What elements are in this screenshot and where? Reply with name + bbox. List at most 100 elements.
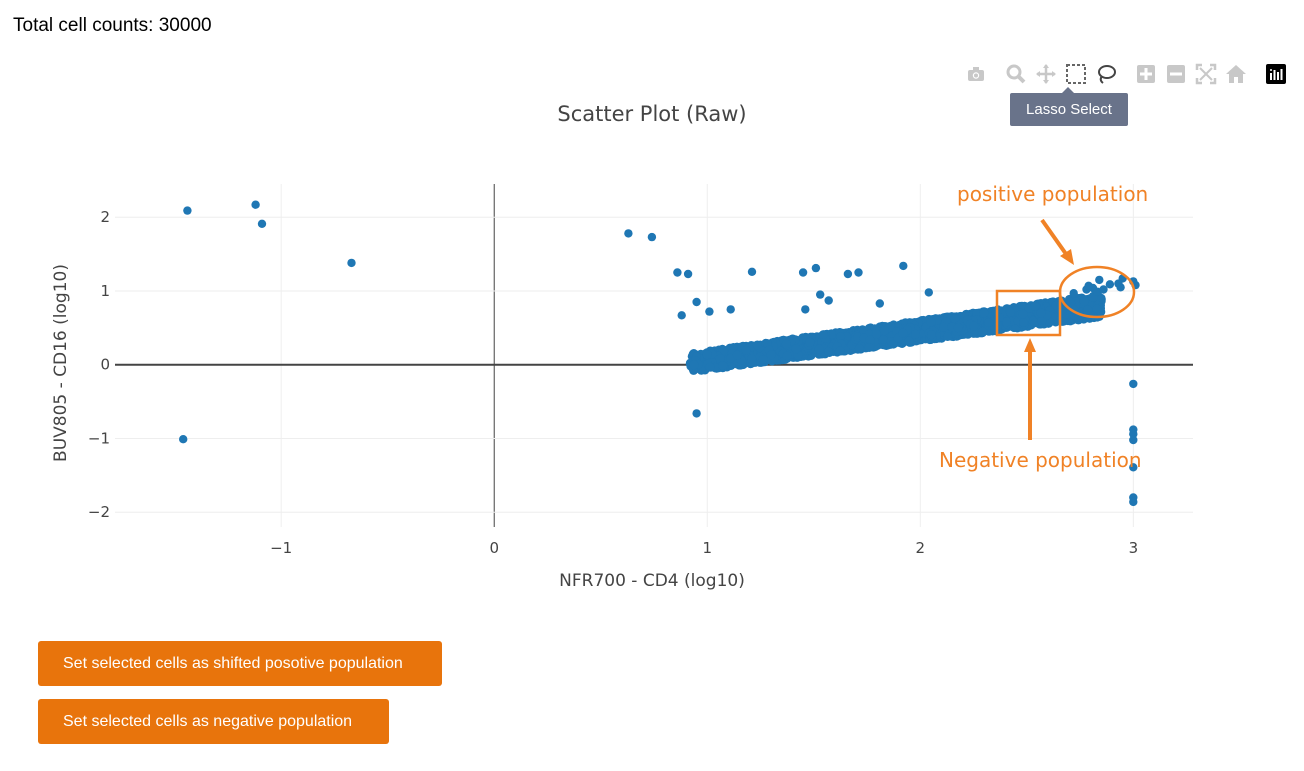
data-point	[766, 350, 776, 360]
data-point	[1105, 280, 1115, 289]
data-point	[801, 305, 810, 314]
data-point	[781, 339, 791, 349]
data-point	[683, 269, 693, 279]
data-point	[1099, 285, 1108, 294]
data-point	[984, 318, 994, 327]
box-select-icon[interactable]	[1064, 62, 1088, 86]
data-point	[782, 351, 792, 361]
zoom-out-icon[interactable]	[1164, 62, 1188, 86]
data-point	[692, 409, 701, 418]
data-point	[726, 353, 735, 363]
data-point	[811, 263, 821, 273]
data-point	[939, 322, 949, 332]
data-point	[827, 329, 837, 339]
data-point	[875, 299, 884, 308]
data-point	[791, 344, 801, 354]
data-point	[1030, 301, 1040, 311]
data-point	[673, 268, 682, 277]
data-point	[1095, 275, 1104, 285]
data-point	[1129, 379, 1138, 389]
data-point	[1018, 309, 1028, 319]
x-axis-label: NFR700 - CD4 (log10)	[559, 571, 745, 591]
data-point	[978, 327, 988, 337]
data-point	[647, 232, 657, 242]
data-point	[926, 317, 936, 327]
data-point	[1092, 287, 1102, 296]
data-point	[726, 305, 735, 314]
data-point	[1019, 317, 1028, 327]
total-cell-count: Total cell counts: 30000	[13, 15, 212, 36]
reset-axes-icon[interactable]	[1224, 62, 1248, 86]
positive-arrow-shaft	[1040, 218, 1068, 256]
data-point	[1092, 304, 1102, 314]
y-tick-label: −2	[88, 503, 110, 521]
data-point	[251, 200, 260, 209]
data-point	[854, 344, 864, 354]
scatter-plot[interactable]: Scatter Plot (Raw) −1 0 1 2 3 −2 −1 0 1 2 NFR700 …	[0, 90, 1304, 620]
lasso-select-icon[interactable]	[1094, 62, 1118, 86]
positive-arrow-head	[1060, 249, 1074, 265]
data-point	[183, 206, 192, 215]
lasso-select-tooltip: Lasso Select	[1010, 87, 1128, 126]
data-point	[836, 332, 846, 342]
data-point	[835, 346, 845, 356]
data-point	[824, 346, 834, 356]
data-point	[953, 323, 963, 333]
data-point	[818, 330, 828, 340]
plotly-logo-icon[interactable]	[1264, 62, 1288, 86]
camera-icon[interactable]	[964, 62, 988, 86]
data-point	[1114, 279, 1123, 288]
autoscale-icon[interactable]	[1194, 62, 1218, 86]
data-point	[1044, 317, 1054, 327]
data-point	[879, 335, 889, 344]
annotations: positive population Negative population	[939, 182, 1148, 472]
data-point	[879, 326, 889, 336]
data-point	[888, 339, 898, 349]
data-point	[1069, 289, 1078, 298]
data-point	[692, 297, 701, 307]
data-point	[715, 354, 725, 364]
y-tick-label: 1	[100, 282, 110, 300]
y-tick-label: −1	[88, 429, 110, 447]
data-point	[899, 261, 908, 271]
data-point	[702, 350, 712, 360]
data-point	[1129, 463, 1138, 472]
data-point	[752, 340, 762, 350]
data-point	[814, 344, 824, 354]
data-point	[1084, 281, 1093, 290]
data-point	[677, 311, 686, 320]
set-shifted-positive-button[interactable]: Set selected cells as shifted posotive p…	[38, 641, 442, 686]
x-tick-label: 0	[489, 539, 499, 557]
zoom-icon[interactable]	[1004, 62, 1028, 86]
x-tick-label: 2	[916, 539, 926, 557]
data-point	[843, 269, 853, 279]
data-point	[1083, 305, 1093, 315]
x-tick-label: 3	[1129, 539, 1139, 557]
data-point	[816, 290, 825, 299]
data-point	[347, 258, 356, 268]
negative-population-label: Negative population	[939, 448, 1142, 472]
data-point	[864, 343, 874, 352]
data-point	[1066, 297, 1076, 307]
data-point	[805, 337, 815, 347]
data-point	[705, 362, 715, 372]
data-point	[798, 268, 808, 277]
data-point	[257, 219, 267, 228]
data-point	[1129, 435, 1138, 445]
data-point	[747, 354, 757, 364]
data-point	[179, 435, 188, 444]
data-point	[718, 361, 728, 370]
negative-arrow-head	[1024, 338, 1036, 352]
data-point	[705, 307, 714, 316]
zoom-in-icon[interactable]	[1134, 62, 1158, 86]
set-negative-button[interactable]: Set selected cells as negative populatio…	[38, 699, 389, 744]
y-axis-label: BUV805 - CD16 (log10)	[51, 264, 71, 462]
plot-modebar	[960, 62, 1290, 86]
data-point	[924, 288, 933, 297]
data-point	[758, 355, 768, 364]
pan-icon[interactable]	[1034, 62, 1058, 86]
data-point	[747, 267, 757, 276]
grid-lines	[115, 184, 1193, 527]
data-point	[911, 329, 920, 339]
data-point	[979, 308, 989, 318]
